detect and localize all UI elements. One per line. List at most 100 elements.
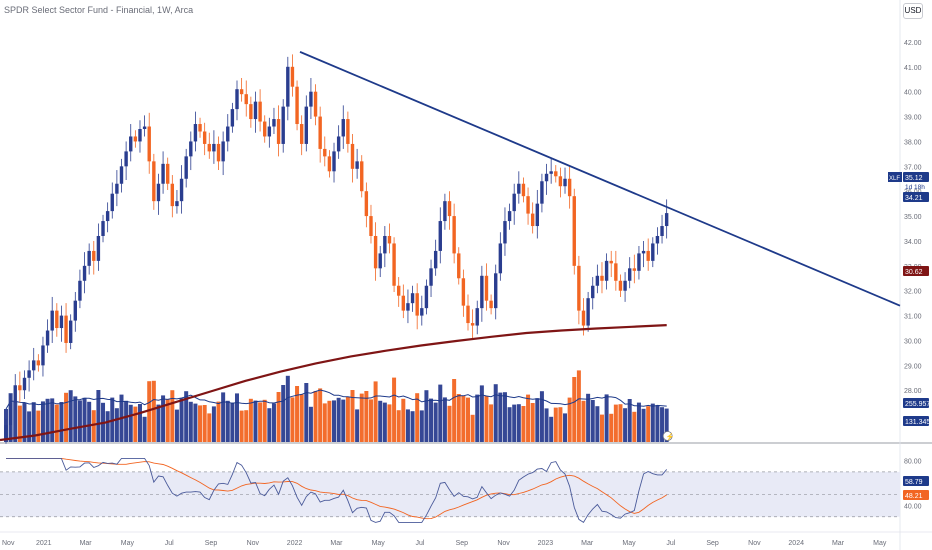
volume-bar — [461, 395, 466, 442]
candle — [410, 285, 415, 312]
volume-bar — [345, 397, 350, 442]
candle — [78, 269, 82, 309]
candle — [563, 167, 567, 194]
candle — [507, 203, 512, 230]
candle — [313, 84, 318, 126]
volume-bar — [498, 392, 503, 442]
candle — [18, 371, 22, 403]
candle — [632, 254, 637, 284]
candle — [655, 227, 660, 255]
candle — [304, 95, 308, 152]
ma-200-label-bg — [903, 266, 929, 276]
volume-bar — [87, 401, 92, 442]
volume-bar — [22, 403, 27, 442]
ma-200-label-text: 30.62 — [905, 269, 923, 276]
price-pane[interactable] — [4, 54, 669, 444]
volume-bar — [424, 390, 429, 442]
candle-body — [410, 293, 415, 304]
candle — [142, 115, 147, 137]
candle — [512, 183, 516, 225]
volume-last-label-bg — [903, 416, 929, 426]
volume-bar — [96, 390, 101, 442]
candle — [484, 263, 489, 311]
candle — [230, 102, 235, 133]
candle-body — [558, 176, 563, 187]
candle-body — [424, 285, 429, 309]
candle-body — [540, 181, 544, 204]
candle — [628, 257, 632, 289]
candle — [383, 226, 387, 268]
candle-body — [581, 310, 586, 326]
candle-body — [452, 216, 456, 254]
candle-body — [604, 260, 609, 281]
volume-bar — [382, 402, 387, 442]
candle — [198, 117, 202, 138]
volume-bar — [151, 380, 156, 442]
candle — [290, 54, 295, 97]
candle-body — [544, 173, 549, 182]
volume-bar — [336, 397, 341, 442]
candle — [526, 187, 530, 225]
volume-bar — [235, 393, 239, 442]
candle — [286, 56, 290, 121]
candle-body — [272, 119, 276, 127]
volume-bar — [489, 404, 494, 442]
candle-body — [22, 377, 27, 391]
candle-body — [226, 126, 230, 142]
candle — [221, 131, 225, 176]
volume-bar — [290, 397, 295, 442]
candle — [253, 91, 258, 133]
volume-bar — [595, 406, 600, 442]
candle-body — [189, 141, 193, 157]
volume-bar — [147, 381, 152, 442]
volume-bar — [609, 413, 614, 442]
volume-bar — [27, 411, 32, 442]
volume-bar — [378, 400, 383, 442]
time-tick-label: Mar — [330, 540, 343, 547]
candle — [27, 360, 31, 392]
candle-body — [433, 250, 438, 269]
currency-button[interactable]: USD — [903, 3, 923, 19]
candle-body — [577, 265, 581, 311]
candle — [87, 243, 91, 275]
candle-body — [124, 151, 128, 167]
candle-body — [244, 94, 248, 105]
candle-body — [133, 136, 138, 142]
last-price-label: 35.12 — [903, 172, 929, 182]
volume-bar — [262, 399, 267, 442]
volume-bar — [68, 390, 73, 442]
lightning-icon-ring — [662, 431, 673, 441]
candle-body — [498, 243, 503, 274]
candle-body — [457, 253, 461, 279]
volume-bar — [137, 404, 142, 442]
volume-bar — [267, 408, 272, 442]
candle-body — [475, 308, 479, 326]
volume-bar — [258, 402, 263, 442]
volume-bar — [31, 402, 36, 442]
volume-ma-label-bg — [903, 398, 929, 408]
candle — [8, 393, 13, 437]
candle-body — [170, 183, 175, 207]
candle — [554, 165, 558, 183]
candle-body — [332, 151, 336, 172]
candle — [429, 259, 433, 297]
volume-bar — [641, 408, 646, 442]
candle-body — [664, 213, 669, 227]
volume-bar — [355, 409, 360, 442]
candle — [263, 115, 267, 143]
candle-body — [202, 131, 207, 144]
time-tick-label: 2024 — [788, 540, 804, 547]
candle — [447, 191, 452, 230]
volume-bar — [392, 377, 397, 442]
volume-bar — [586, 393, 591, 442]
countdown-label: 1d 18h — [905, 184, 925, 191]
candle — [544, 163, 549, 195]
price-tick-label: 39.00 — [904, 115, 922, 122]
candle — [193, 111, 198, 152]
candle — [660, 214, 664, 244]
candle — [470, 309, 475, 338]
candle — [50, 296, 54, 343]
candle — [45, 319, 50, 353]
